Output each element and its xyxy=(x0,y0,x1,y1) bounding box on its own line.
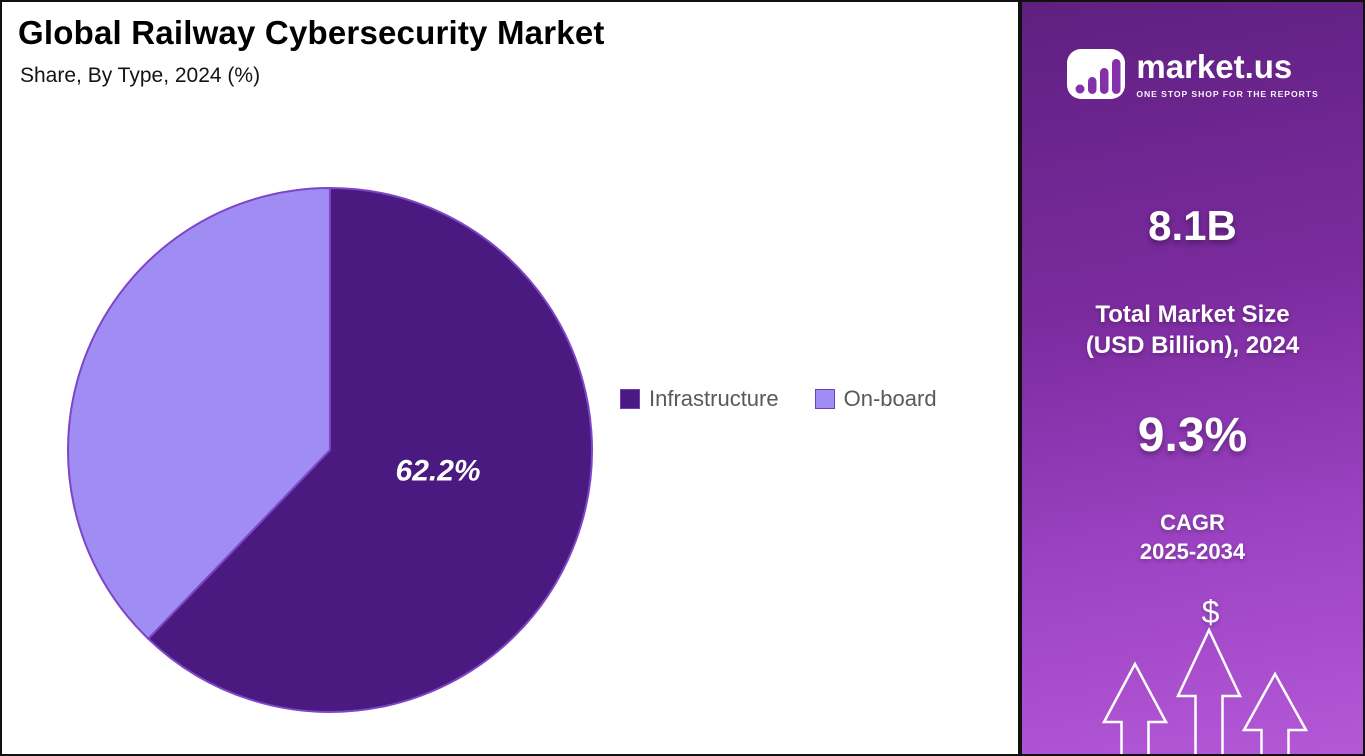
logo-tagline: ONE STOP SHOP FOR THE REPORTS xyxy=(1136,89,1319,99)
market-size-label-line2: (USD Billion), 2024 xyxy=(1085,332,1300,359)
dollar-sign-icon: $ xyxy=(1201,594,1220,630)
market-size-label: Total Market Size (USD Billion), 2024 xyxy=(1022,299,1363,361)
marketus-logo: market.us ONE STOP SHOP FOR THE REPORTS xyxy=(1022,46,1363,102)
chart-legend: Infrastructure On-board xyxy=(620,386,937,412)
legend-label-on-board: On-board xyxy=(843,386,937,411)
growth-arrows-icon xyxy=(1101,627,1309,754)
legend-swatch-on-board-icon xyxy=(814,389,835,409)
market-size-label-line1: Total Market Size xyxy=(1095,301,1290,328)
chart-subtitle: Share, By Type, 2024 (%) xyxy=(20,64,261,87)
legend-label-infrastructure: Infrastructure xyxy=(649,386,779,411)
cagr-label-line1: CAGR xyxy=(1160,510,1225,535)
cagr-value: 9.3% xyxy=(1137,409,1248,462)
pie-slice-label: 62.2% xyxy=(396,455,481,488)
cagr-label: CAGR 2025-2034 xyxy=(1022,508,1363,566)
legend-item-on-board: On-board xyxy=(814,386,937,412)
brand-panel: market.us ONE STOP SHOP FOR THE REPORTS … xyxy=(1022,2,1363,754)
legend-item-infrastructure: Infrastructure xyxy=(620,386,779,412)
marketus-logo-icon xyxy=(1067,49,1126,99)
logo-brand-name: market.us xyxy=(1136,48,1293,85)
pie-slice-on-board xyxy=(67,186,331,641)
pie-slice-infrastructure xyxy=(146,186,593,713)
logo-text: market.us ONE STOP SHOP FOR THE REPORTS xyxy=(1136,50,1318,99)
cagr-label-line2: 2025-2034 xyxy=(1139,539,1246,564)
page-title: Global Railway Cybersecurity Market xyxy=(18,14,605,51)
legend-swatch-infrastructure-icon xyxy=(620,389,640,409)
pie-chart: 62.2% xyxy=(67,186,593,713)
chart-area: Global Railway Cybersecurity Market Shar… xyxy=(2,2,1022,754)
market-size-value: 8.1B xyxy=(1148,202,1237,249)
